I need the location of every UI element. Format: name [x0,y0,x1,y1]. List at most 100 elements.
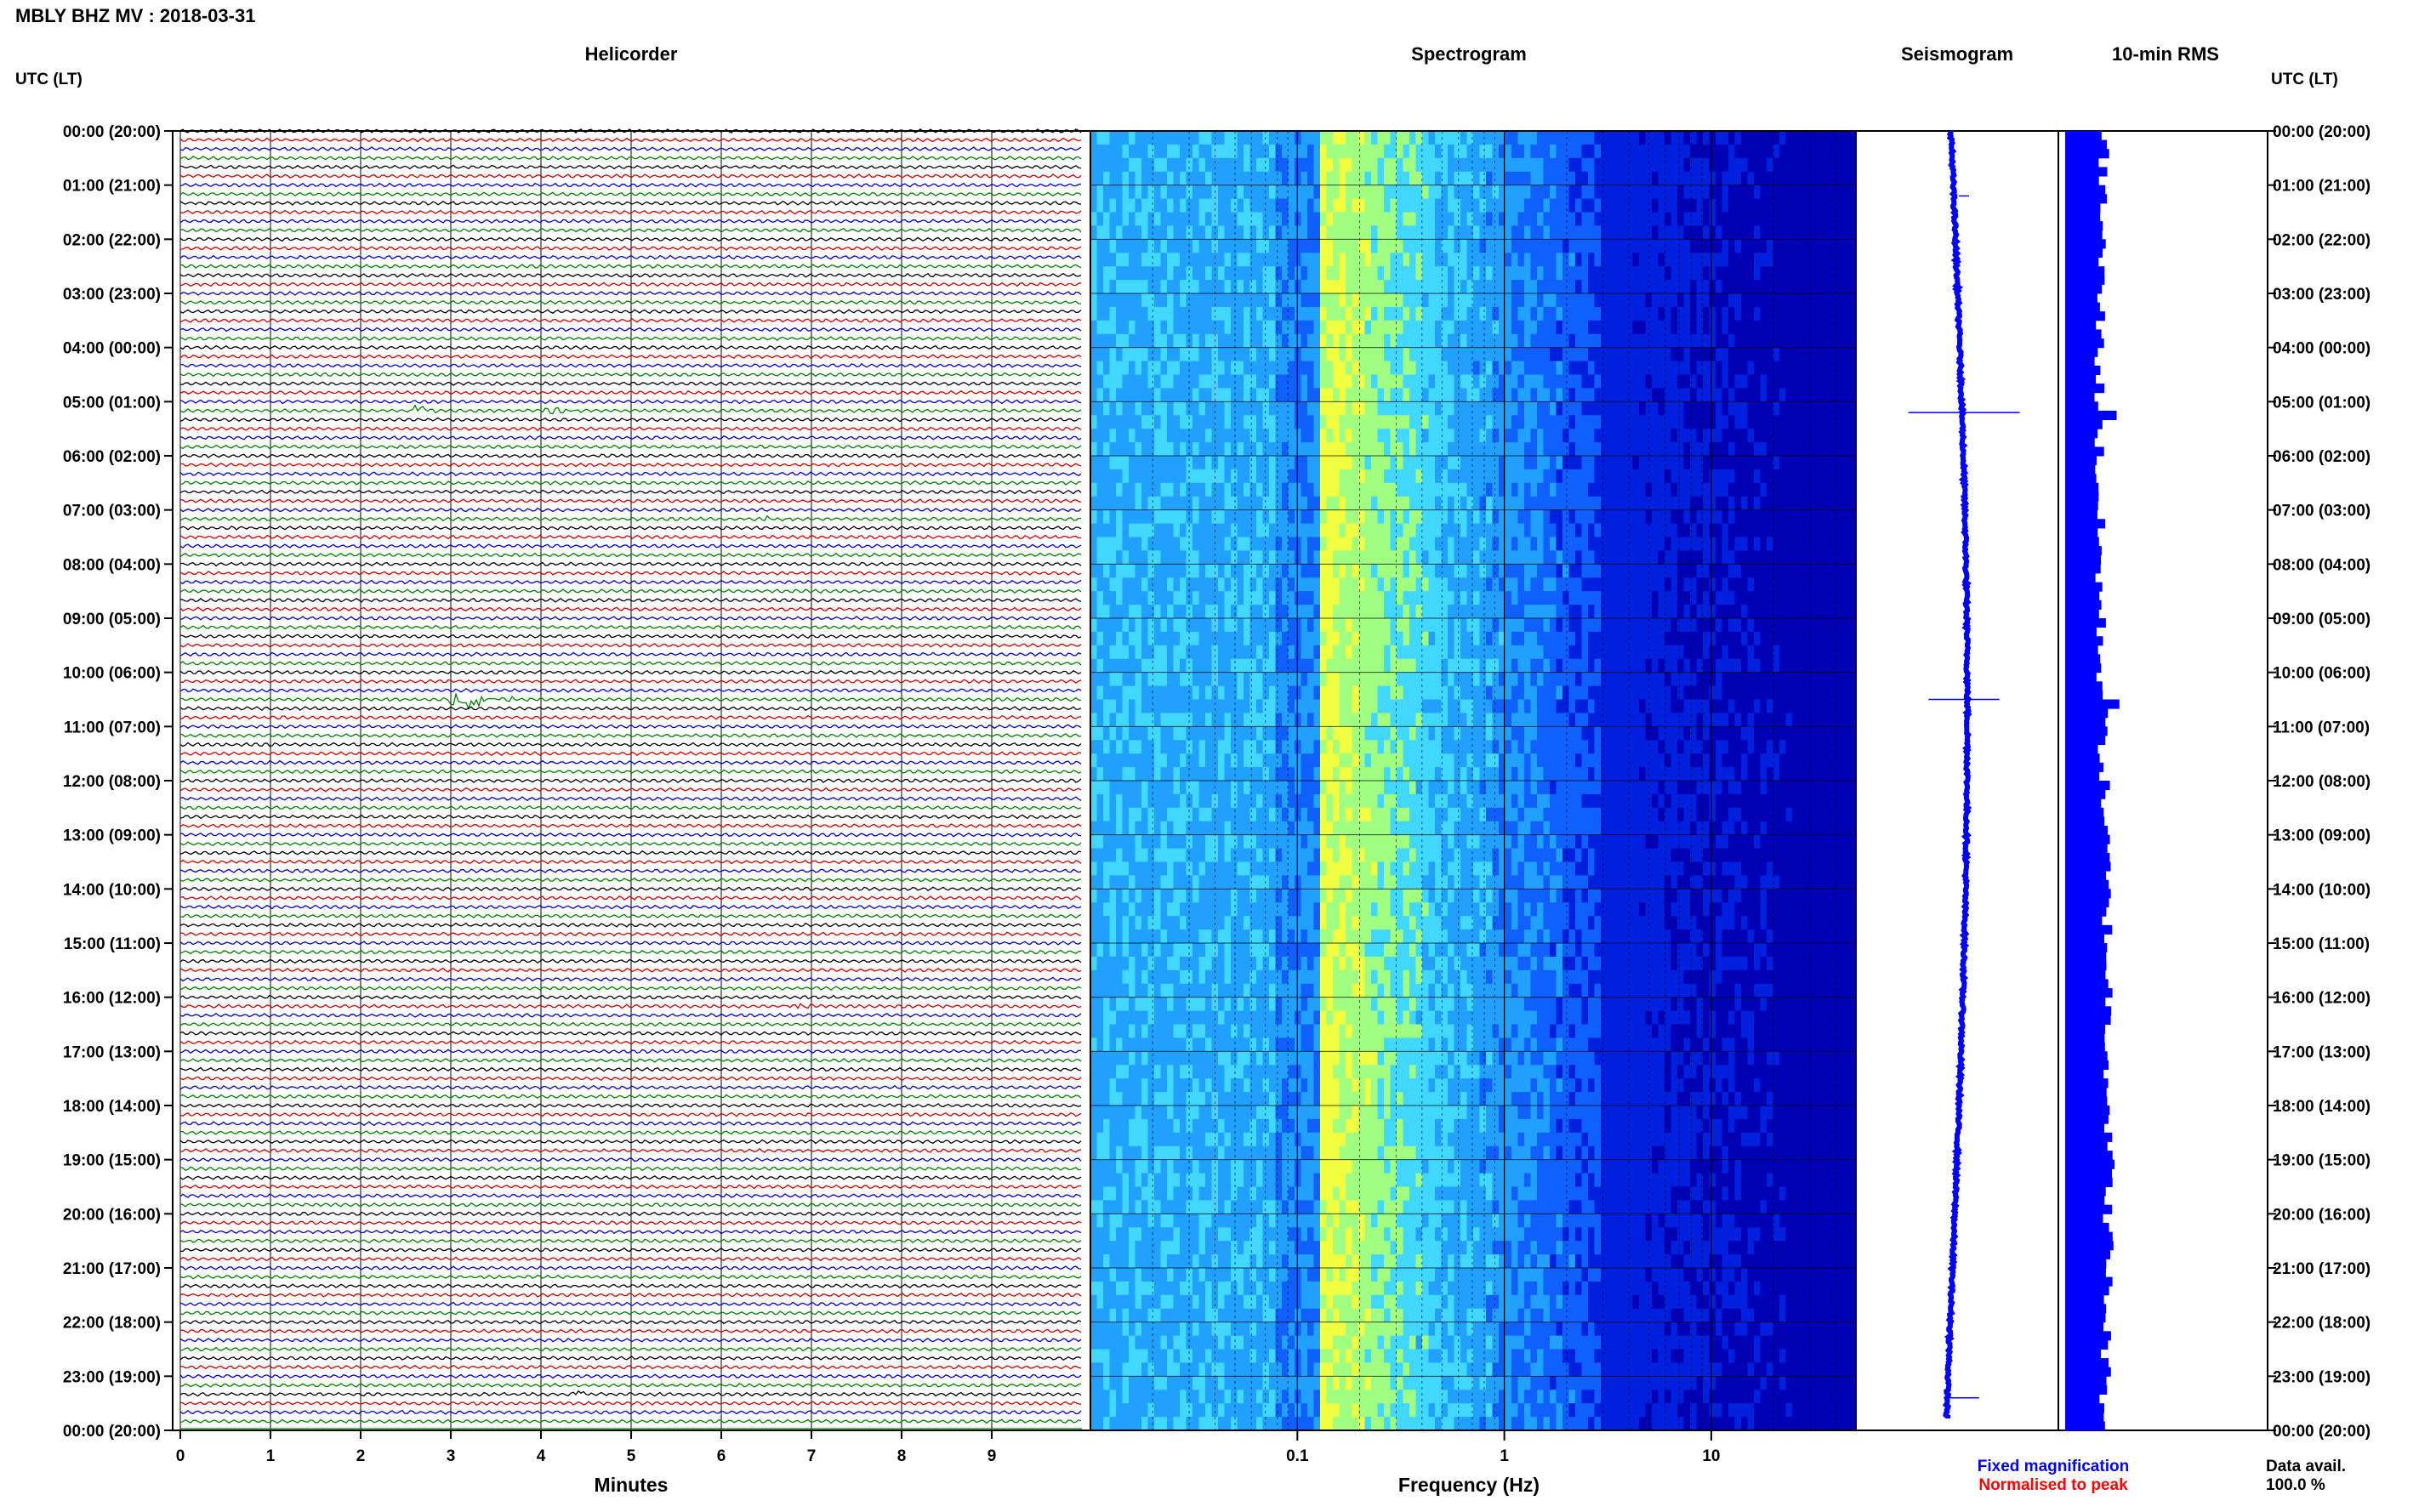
spectrogram-cell [1090,212,1098,226]
spectrogram-cell [1550,320,1557,335]
spectrogram-cell [1415,658,1423,674]
spectrogram-cell [1231,144,1238,159]
spectrogram-cell [1696,482,1704,497]
spectrogram-cell [1594,564,1602,578]
spectrogram-cell [1594,239,1602,253]
spectrogram-cell [1218,239,1226,253]
spectrogram-cell [1454,144,1461,159]
spectrogram-cell [1231,658,1238,674]
spectrogram-cell [1652,415,1659,429]
spectrogram-cell [1626,591,1634,605]
spectrogram-cell [1466,280,1474,294]
spectrogram-cell [1760,401,1767,416]
spectrogram-cell [1295,198,1302,213]
helicorder-trace [179,1057,1082,1063]
spectrogram-cell [1734,537,1742,551]
spectrogram-cell [1601,239,1608,253]
spectrogram-cell [1530,537,1538,551]
spectrogram-cell [1728,456,1736,470]
spectrogram-cell [1377,482,1385,497]
spectrogram-cell [1333,564,1340,578]
spectrogram-cell [1262,280,1270,294]
spectrogram-cell [1728,253,1736,267]
spectrogram-cell [1244,131,1251,145]
spectrogram-cell [1632,456,1640,470]
spectrogram-cell [1403,631,1410,646]
spectrogram-cell [1122,198,1130,213]
spectrogram-cell [1747,618,1755,633]
spectrogram-cell [1836,469,1844,484]
spectrogram-cell [1428,523,1436,538]
helicorder-title: Helicorder [585,43,678,65]
spectrogram-cell [1658,482,1665,497]
spectrogram-cell [1760,429,1767,443]
spectrogram-cell [1665,198,1672,213]
spectrogram-cell [1269,374,1277,389]
helicorder-trace [179,498,1082,504]
spectrogram-cell [1358,509,1366,525]
spectrogram-cell [1173,591,1181,605]
left-time-header: UTC (LT) [15,71,83,88]
spectrogram-cell [1282,131,1289,145]
spectrogram-cell [1601,496,1608,511]
spectrogram-cell [1792,266,1800,281]
spectrogram-cell [1607,225,1614,240]
spectrogram-cell [1103,293,1111,308]
spectrogram-cell [1167,509,1175,525]
spectrogram-cell [1109,185,1117,200]
spectrogram-cell [1588,469,1596,484]
spectrogram-cell [1224,293,1232,308]
helicorder-trace [179,1283,1082,1289]
spectrogram-cell [1198,577,1206,592]
spectrogram-cell [1288,456,1295,470]
spectrogram-cell [1180,523,1187,538]
spectrogram-cell [1352,401,1359,416]
spectrogram-cell [1211,415,1219,429]
spectrogram-cell [1639,605,1647,619]
spectrogram-cell [1767,144,1774,159]
spectrogram-cell [1601,157,1608,173]
spectrogram-cell [1192,523,1200,538]
spectrogram-cell [1384,429,1392,443]
spectrogram-cell [1728,225,1736,240]
spectrogram-cell [1205,198,1213,213]
spectrogram-cell [1090,333,1098,349]
spectrogram-cell [1244,280,1251,294]
spectrogram-cell [1180,361,1187,376]
spectrogram-cell [1192,225,1200,240]
spectrogram-cell [1320,144,1328,159]
spectrogram-cell [1160,333,1168,349]
spectrogram-cell [1141,212,1149,226]
spectrogram-cell [1601,374,1608,389]
spectrogram-cell [1409,225,1417,240]
spectrogram-cell [1632,225,1640,240]
spectrogram-cell [1249,509,1257,525]
spectrogram-cell [1505,185,1512,200]
spectrogram-cell [1830,185,1838,200]
spectrogram-cell [1722,442,1729,457]
spectrogram-cell [1505,212,1512,226]
helicorder-trace [179,1364,1082,1370]
spectrogram-cell [1767,577,1774,592]
spectrogram-cell [1154,415,1162,429]
spectrogram-cell [1160,442,1168,457]
spectrogram-cell [1849,482,1857,497]
helicorder-xtick-label: 7 [807,1447,817,1465]
spectrogram-cell [1517,347,1525,362]
spectrogram-cell [1690,537,1698,551]
spectrogram-cell [1734,509,1742,525]
spectrogram-cell [1581,415,1589,429]
spectrogram-cell [1639,320,1647,335]
spectrogram-cell [1218,388,1226,402]
spectrogram-cell [1562,266,1570,281]
helicorder-trace [179,751,1082,757]
spectrogram-cell [1734,645,1742,660]
spectrogram-cell [1690,131,1698,145]
spectrogram-cell [1652,469,1659,484]
spectrogram-cell [1364,564,1372,578]
spectrogram-cell [1614,185,1621,200]
spectrogram-cell [1703,401,1710,416]
spectrogram-cell [1836,266,1844,281]
spectrogram-cell [1173,144,1181,159]
spectrogram-cell [1282,280,1289,294]
